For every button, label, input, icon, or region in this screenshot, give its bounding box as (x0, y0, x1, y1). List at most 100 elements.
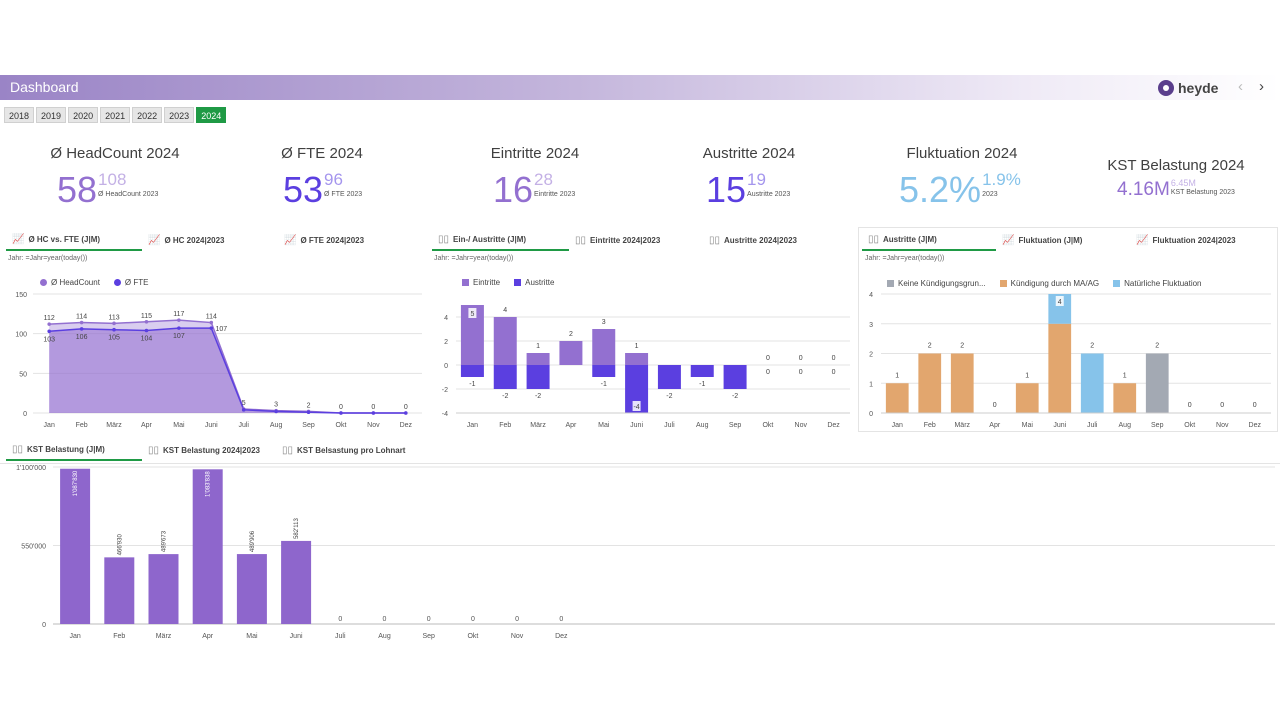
headcount-label: 113 (108, 314, 119, 321)
x-tick-label: Apr (202, 633, 214, 640)
total-label: 0 (1253, 402, 1257, 409)
year-button-2024[interactable]: 2024 (196, 107, 227, 123)
tab-kst-lohnart[interactable]: ▯▯ KST Belsastung pro Lohnart (282, 444, 406, 456)
kpi-fluktuation: Fluktuation 2024 (892, 145, 1032, 162)
fte-label: 107 (173, 333, 185, 340)
x-tick-label: Jan (44, 422, 55, 429)
y-tick-label: 550'000 (21, 544, 46, 551)
year-button-2022[interactable]: 2022 (132, 107, 163, 123)
year-button-2020[interactable]: 2020 (68, 107, 99, 123)
fte-point (144, 328, 149, 333)
kpi-fluktuation-caption: 2023 (982, 191, 998, 198)
tab-hc-compare[interactable]: 📈 Ø HC 2024|2023 (148, 234, 225, 246)
y-tick-label: -2 (442, 387, 448, 394)
stacked-bar-segment (1080, 353, 1104, 413)
legend-eintritte[interactable]: Eintritte (462, 278, 500, 287)
kst-label: 0 (559, 616, 563, 623)
chevron-left-icon[interactable]: ‹ (1238, 78, 1243, 95)
bar-chart-icon: ▯▯ (438, 233, 450, 245)
total-label: 0 (993, 402, 997, 409)
total-label: 2 (1155, 343, 1159, 350)
x-tick-label: Dez (400, 422, 413, 429)
austritte-label-box (632, 401, 641, 411)
tab-fte-compare[interactable]: 📈 Ø FTE 2024|2023 (284, 234, 365, 246)
eintritte-label: 1 (536, 343, 540, 350)
year-button-2018[interactable]: 2018 (4, 107, 35, 123)
header-bar: Dashboard heyde ‹ › (0, 75, 1280, 100)
kst-bar (281, 540, 312, 624)
fte-point (47, 329, 52, 334)
chart-hc-fte: 0 50 100 150 112 114 113 115 117 114 5 3 2 0 0 0 103 106 1… (15, 292, 422, 429)
line-chart-icon: 📈 (284, 234, 297, 246)
bar-chart-icon: ▯▯ (709, 234, 721, 246)
chevron-right-icon[interactable]: › (1259, 78, 1264, 95)
headcount-label: 2 (307, 402, 311, 409)
kpi-headcount: Ø HeadCount 2024 (35, 145, 195, 162)
eintritte-label: 0 (832, 355, 836, 362)
tab-hc-vs-fte[interactable]: 📈 Ø HC vs. FTE (J|M) (6, 229, 142, 251)
x-tick-label: Nov (511, 633, 524, 640)
year-button-2023[interactable]: 2023 (164, 107, 195, 123)
y-tick-label: 3 (869, 322, 873, 329)
headcount-label: 112 (44, 315, 55, 322)
year-button-2021[interactable]: 2021 (100, 107, 131, 123)
kst-label: 0 (471, 616, 475, 623)
x-tick-label: Jan (69, 633, 80, 640)
fte-label: 107 (215, 326, 227, 333)
kpi-headcount-values: 58 108 Ø HeadCount 2023 (57, 170, 158, 210)
total-label: 1 (1123, 372, 1127, 379)
eintritte-bar (460, 305, 484, 365)
kst-label: 466'930 (117, 534, 123, 556)
fte-label: 105 (108, 335, 120, 342)
chart-kst: 0 550'000 1'100'000 1'087'830 Jan 466'930 Feb 4… (16, 465, 1275, 640)
kpi-eintritte: Eintritte 2024 (465, 145, 605, 162)
line-chart-icon: 📈 (148, 234, 161, 246)
kpi-eintritte-values: 16 28 Eintritte 2023 (493, 170, 575, 210)
x-tick-label: März (530, 422, 546, 429)
kst-label: 0 (338, 616, 342, 623)
fte-line (49, 327, 406, 414)
x-tick-label: Mai (246, 633, 258, 640)
legend-austritte[interactable]: Austritte (514, 278, 554, 287)
kpi-eintritte-prev: 28 (534, 170, 553, 189)
headcount-label: 115 (141, 313, 152, 320)
kst-label: 1'083'838 (206, 471, 212, 497)
panel2-legend: Eintritte Austritte (462, 278, 554, 287)
kpi-fte-prev: 96 (324, 170, 343, 189)
legend-fte[interactable]: Ø FTE (113, 278, 148, 287)
legend-natuerlich[interactable]: Natürliche Fluktuation (1113, 279, 1202, 288)
austritte-bar (493, 365, 517, 389)
line-chart-icon: 📈 (12, 233, 25, 245)
kpi-austritte-value: 15 (706, 169, 747, 210)
page-title: Dashboard (10, 79, 79, 95)
tab-fluktuation-compare[interactable]: 📈 Fluktuation 2024|2023 (1136, 234, 1236, 246)
tab-ein-austritte[interactable]: ▯▯ Ein-/ Austritte (J|M) (432, 229, 569, 251)
headcount-point (112, 321, 116, 326)
tab-kst-jm[interactable]: ▯▯ KST Belastung (J|M) (6, 439, 142, 461)
headcount-point (209, 320, 214, 325)
x-tick-label: Nov (795, 422, 808, 429)
fte-point (371, 411, 376, 415)
legend-headcount[interactable]: Ø HeadCount (40, 278, 100, 287)
eintritte-label-box (468, 308, 477, 318)
tab-austritte-jm[interactable]: ▯▯ Austritte (J|M) (862, 229, 996, 251)
bar-chart-icon: ▯▯ (282, 444, 294, 456)
x-tick-label: Juli (238, 422, 249, 429)
x-tick-label: Juli (335, 633, 346, 640)
tab-kst-compare[interactable]: ▯▯ KST Belastung 2024|2023 (148, 444, 260, 456)
legend-keine[interactable]: Keine Kündigungsgrun... (887, 279, 986, 288)
x-tick-label: Feb (499, 422, 511, 429)
bar-chart-icon: ▯▯ (575, 234, 587, 246)
x-tick-label: März (106, 422, 122, 429)
legend-kuendigung[interactable]: Kündigung durch MA/AG (999, 279, 1099, 288)
kst-label: 0 (383, 616, 387, 623)
kst-label: 489'673 (162, 530, 168, 552)
tab-eintritte-compare[interactable]: ▯▯ Eintritte 2024|2023 (575, 234, 661, 246)
year-button-2019[interactable]: 2019 (36, 107, 67, 123)
kpi-austritte-values: 15 19 Austritte 2023 (706, 170, 790, 210)
x-tick-label: Sep (729, 422, 742, 429)
tab-fluktuation-jm[interactable]: 📈 Fluktuation (J|M) (1002, 234, 1083, 246)
tab-austritte-compare[interactable]: ▯▯ Austritte 2024|2023 (709, 234, 797, 246)
fte-label: 104 (141, 335, 153, 342)
kst-bar (148, 554, 179, 624)
